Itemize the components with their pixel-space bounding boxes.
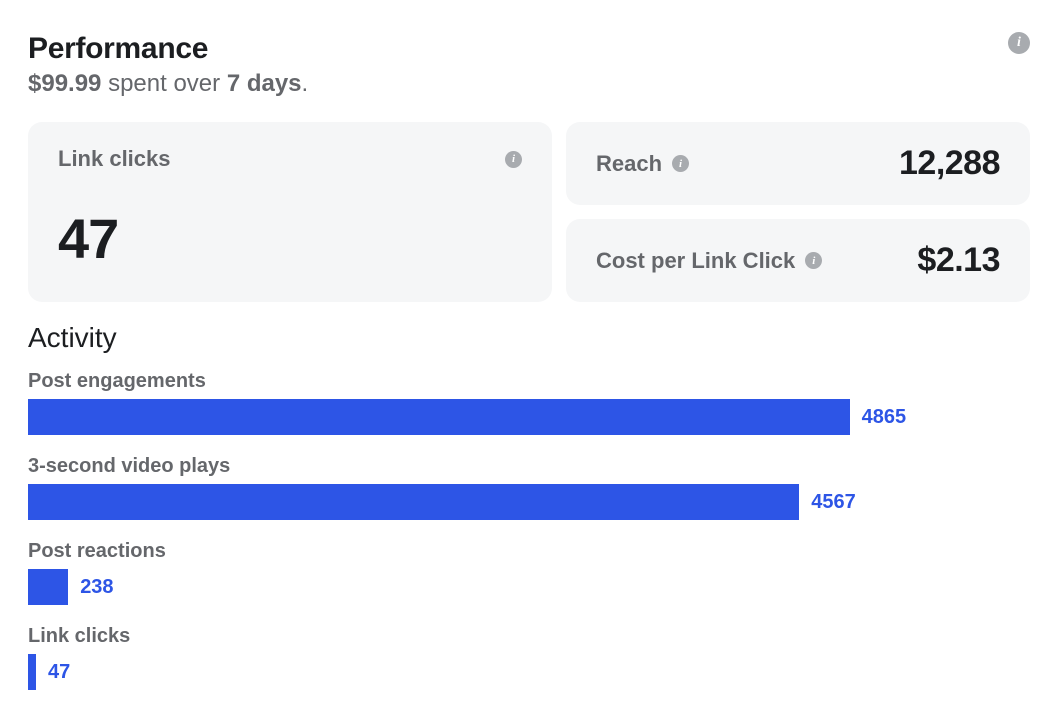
cost-per-click-card: Cost per Link Click i $2.13 xyxy=(566,219,1030,302)
bar-label: Post reactions xyxy=(28,540,1030,563)
bar-label: Post engagements xyxy=(28,370,1030,393)
bar-fill xyxy=(28,654,36,690)
spend-days: 7 days xyxy=(227,70,302,97)
cost-per-click-value: $2.13 xyxy=(917,241,1000,280)
reach-label: Reach xyxy=(596,151,662,177)
bar-row: 47 xyxy=(28,654,1030,690)
bar-value: 4567 xyxy=(811,491,856,514)
link-clicks-value: 47 xyxy=(58,206,522,271)
bar-group: Post reactions 238 xyxy=(28,540,1030,605)
info-icon[interactable]: i xyxy=(505,151,522,168)
info-icon[interactable]: i xyxy=(805,252,822,269)
info-icon[interactable]: i xyxy=(672,155,689,172)
spend-subtitle: $99.99 spent over 7 days. xyxy=(28,70,308,98)
bar-group: Post engagements 4865 xyxy=(28,370,1030,435)
link-clicks-label: Link clicks xyxy=(58,146,171,172)
activity-bar-chart: Post engagements 4865 3-second video plays… xyxy=(28,370,1030,690)
bar-fill xyxy=(28,484,799,520)
bar-value: 47 xyxy=(48,661,70,684)
info-icon[interactable]: i xyxy=(1008,32,1030,54)
bar-value: 238 xyxy=(80,576,113,599)
bar-row: 4567 xyxy=(28,484,1030,520)
cost-per-click-label: Cost per Link Click xyxy=(596,248,795,274)
reach-value: 12,288 xyxy=(899,144,1000,183)
page-title: Performance xyxy=(28,32,308,66)
activity-title: Activity xyxy=(28,322,1030,354)
bar-fill xyxy=(28,399,850,435)
reach-card: Reach i 12,288 xyxy=(566,122,1030,205)
bar-label: Link clicks xyxy=(28,625,1030,648)
bar-label: 3-second video plays xyxy=(28,455,1030,478)
bar-group: Link clicks 47 xyxy=(28,625,1030,690)
bar-value: 4865 xyxy=(862,406,907,429)
bar-row: 4865 xyxy=(28,399,1030,435)
spend-amount: $99.99 xyxy=(28,70,101,97)
link-clicks-card: Link clicks i 47 xyxy=(28,122,552,302)
bar-row: 238 xyxy=(28,569,1030,605)
spend-text: spent over xyxy=(101,70,226,97)
bar-fill xyxy=(28,569,68,605)
bar-group: 3-second video plays 4567 xyxy=(28,455,1030,520)
spend-suffix: . xyxy=(302,70,309,97)
